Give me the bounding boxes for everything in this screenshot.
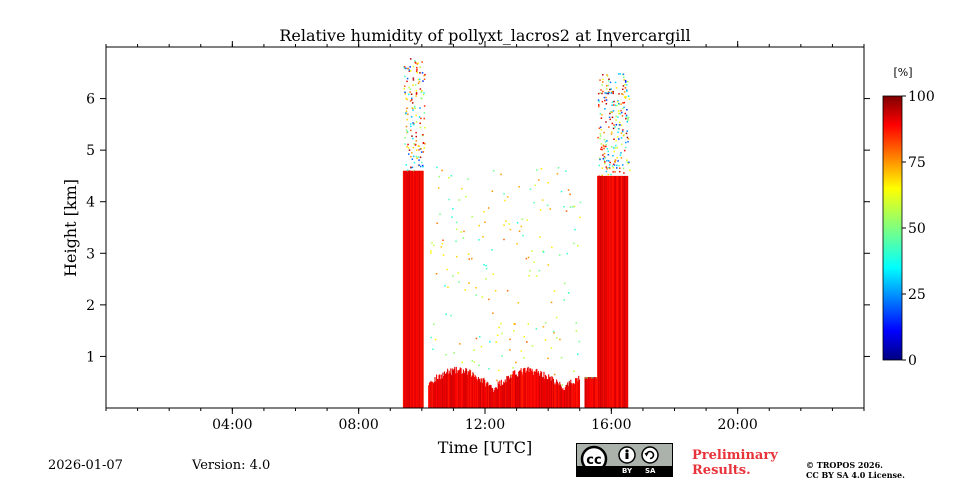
footer-version: Version: 4.0 (192, 458, 271, 473)
x-tick-label: 20:00 (717, 417, 757, 433)
colorbar-tick-label: 0 (908, 353, 917, 369)
copyright-notice: © TROPOS 2026. CC BY SA 4.0 License. (806, 460, 905, 480)
y-tick-label: 1 (86, 349, 95, 365)
x-tick-label: 04:00 (212, 417, 252, 433)
badge-by-label: BY (622, 467, 633, 475)
preliminary-notice: Preliminary Results. (692, 448, 778, 478)
rh-segment-1 (428, 166, 582, 408)
colorbar-ticks: 0 25 50 75 100 (902, 89, 935, 369)
y-axis: 1 2 3 4 5 6 (86, 92, 870, 365)
x-tick-label: 12:00 (465, 417, 505, 433)
y-tick-label: 4 (86, 195, 95, 211)
rh-segment-3 (597, 73, 631, 408)
cc-symbol: cc (586, 453, 601, 468)
colorbar-tick-label: 50 (908, 221, 926, 237)
y-tick-label: 6 (86, 92, 95, 108)
cc-license-badge[interactable]: cc BY SA (576, 443, 673, 477)
colorbar-tick-label: 25 (908, 287, 926, 303)
preliminary-line1: Preliminary (692, 448, 778, 463)
y-tick-label: 5 (86, 143, 95, 159)
plot-frame (105, 46, 865, 409)
x-tick-label: 16:00 (591, 417, 631, 433)
cc-badge-graphic: cc (580, 445, 659, 473)
chart-title: Relative humidity of pollyxt_lacros2 at … (279, 26, 690, 45)
copyright-line2: CC BY SA 4.0 License. (806, 470, 905, 480)
y-axis-label: Height [km] (61, 179, 80, 277)
rh-segment-2 (584, 377, 600, 408)
colorbar-tick-label: 75 (908, 155, 926, 171)
data-layer (402, 58, 631, 408)
badge-sa-label: SA (645, 467, 656, 475)
sa-share-icon (641, 446, 659, 464)
x-tick-label: 08:00 (338, 417, 378, 433)
rh-segment-0 (402, 58, 426, 408)
colorbar-tick-label: 100 (908, 89, 935, 105)
copyright-line1: © TROPOS 2026. (806, 460, 883, 470)
x-axis-label: Time [UTC] (438, 438, 532, 457)
y-tick-label: 2 (86, 298, 95, 314)
colorbar-unit: [%] (893, 66, 912, 79)
colorbar (882, 95, 903, 361)
preliminary-line2: Results. (692, 463, 751, 478)
footer-date: 2026-01-07 (48, 458, 123, 473)
x-axis: 04:00 08:00 12:00 16:00 20:00 (105, 41, 865, 433)
y-tick-label: 3 (86, 246, 95, 262)
